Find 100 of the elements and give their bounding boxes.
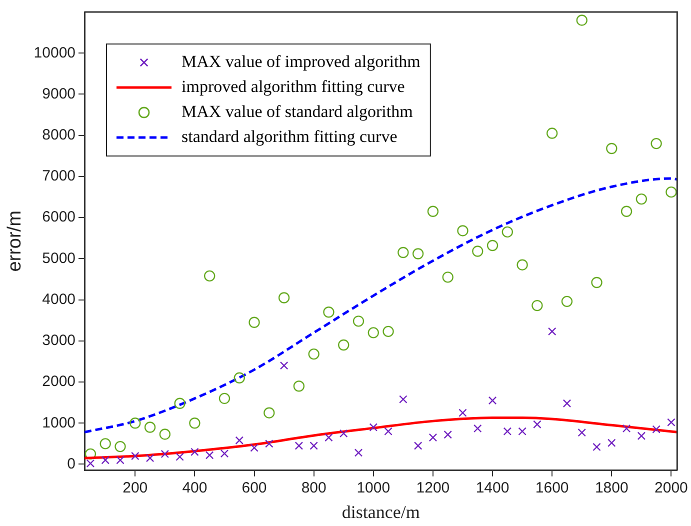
point bbox=[666, 186, 677, 198]
line-series bbox=[84, 177, 678, 434]
y-tick-label: 7000 bbox=[42, 168, 76, 185]
point bbox=[160, 450, 170, 458]
point bbox=[457, 225, 468, 236]
point bbox=[608, 438, 616, 447]
point bbox=[399, 395, 408, 404]
x-tick-label: 1600 bbox=[535, 480, 569, 497]
point bbox=[190, 448, 199, 456]
y-axis-title: error/m bbox=[4, 210, 26, 272]
point bbox=[116, 456, 124, 464]
point bbox=[101, 456, 110, 464]
point bbox=[176, 452, 184, 461]
point bbox=[652, 425, 660, 434]
point bbox=[354, 448, 363, 457]
x-tick-label: 1200 bbox=[416, 480, 450, 497]
x-tick-label: 2000 bbox=[654, 480, 688, 497]
point bbox=[472, 246, 484, 257]
point bbox=[488, 396, 497, 405]
point bbox=[592, 442, 601, 452]
point bbox=[368, 327, 379, 338]
point bbox=[532, 300, 543, 312]
point bbox=[503, 427, 512, 436]
point bbox=[144, 422, 156, 433]
point bbox=[650, 138, 662, 150]
point bbox=[620, 206, 632, 217]
point bbox=[533, 420, 542, 428]
point bbox=[622, 424, 631, 433]
y-tick-label: 1000 bbox=[42, 414, 76, 432]
point bbox=[442, 272, 454, 283]
point bbox=[382, 326, 394, 338]
point bbox=[637, 432, 646, 440]
point bbox=[591, 276, 602, 288]
x-tick-label: 1000 bbox=[356, 480, 390, 497]
point bbox=[667, 418, 676, 426]
point bbox=[218, 392, 230, 404]
point bbox=[384, 427, 392, 436]
point bbox=[84, 448, 96, 460]
point bbox=[204, 270, 216, 282]
y-tick-label: 0 bbox=[67, 455, 76, 472]
legend-label: improved algorithm fitting curve bbox=[182, 76, 405, 96]
line-series bbox=[84, 416, 678, 460]
point bbox=[636, 193, 648, 205]
point bbox=[308, 348, 320, 360]
point bbox=[369, 423, 378, 432]
point bbox=[516, 259, 528, 270]
point bbox=[412, 248, 424, 260]
x-tick-label: 400 bbox=[182, 480, 208, 497]
y-tick-label: 10000 bbox=[34, 44, 76, 62]
point bbox=[398, 246, 409, 258]
point bbox=[473, 424, 482, 433]
point bbox=[86, 459, 95, 468]
point bbox=[100, 438, 111, 450]
point bbox=[280, 361, 288, 370]
point bbox=[265, 440, 274, 448]
point bbox=[458, 408, 467, 417]
point bbox=[352, 316, 364, 327]
x-tick-label: 800 bbox=[301, 480, 326, 497]
point bbox=[486, 240, 498, 252]
legend-label: MAX value of improved algorithm bbox=[182, 52, 420, 71]
point bbox=[561, 296, 573, 308]
point bbox=[338, 339, 350, 351]
point bbox=[220, 449, 229, 458]
point bbox=[428, 433, 438, 442]
point bbox=[578, 428, 586, 437]
y-tick-label: 9000 bbox=[42, 85, 76, 102]
point bbox=[146, 454, 154, 462]
point bbox=[159, 428, 171, 440]
point bbox=[250, 444, 258, 452]
point bbox=[114, 440, 126, 452]
y-tick-label: 5000 bbox=[42, 250, 76, 267]
point bbox=[414, 442, 422, 450]
y-tick-label: 2000 bbox=[42, 373, 76, 390]
point bbox=[546, 128, 558, 139]
x-axis-title: distance/m bbox=[342, 502, 420, 522]
x-tick-label: 600 bbox=[242, 480, 267, 497]
y-tick-label: 3000 bbox=[42, 332, 76, 350]
point bbox=[235, 436, 244, 445]
legend-label: MAX value of standard algorithm bbox=[182, 102, 413, 121]
point bbox=[131, 452, 140, 460]
point bbox=[518, 427, 526, 436]
x-tick-label: 1800 bbox=[594, 480, 628, 497]
point bbox=[310, 442, 318, 450]
point bbox=[502, 226, 514, 238]
point bbox=[427, 206, 439, 217]
x-tick-label: 200 bbox=[122, 480, 148, 497]
point bbox=[264, 407, 275, 418]
y-tick-label: 6000 bbox=[42, 208, 76, 226]
point bbox=[562, 399, 572, 408]
point bbox=[339, 429, 348, 438]
point bbox=[444, 430, 452, 439]
point bbox=[548, 327, 556, 336]
point bbox=[130, 418, 141, 429]
point bbox=[205, 451, 214, 460]
point bbox=[294, 442, 304, 450]
point bbox=[278, 292, 290, 304]
point bbox=[189, 418, 200, 429]
point bbox=[324, 433, 333, 442]
y-tick-label: 4000 bbox=[42, 290, 76, 308]
point bbox=[576, 14, 588, 26]
